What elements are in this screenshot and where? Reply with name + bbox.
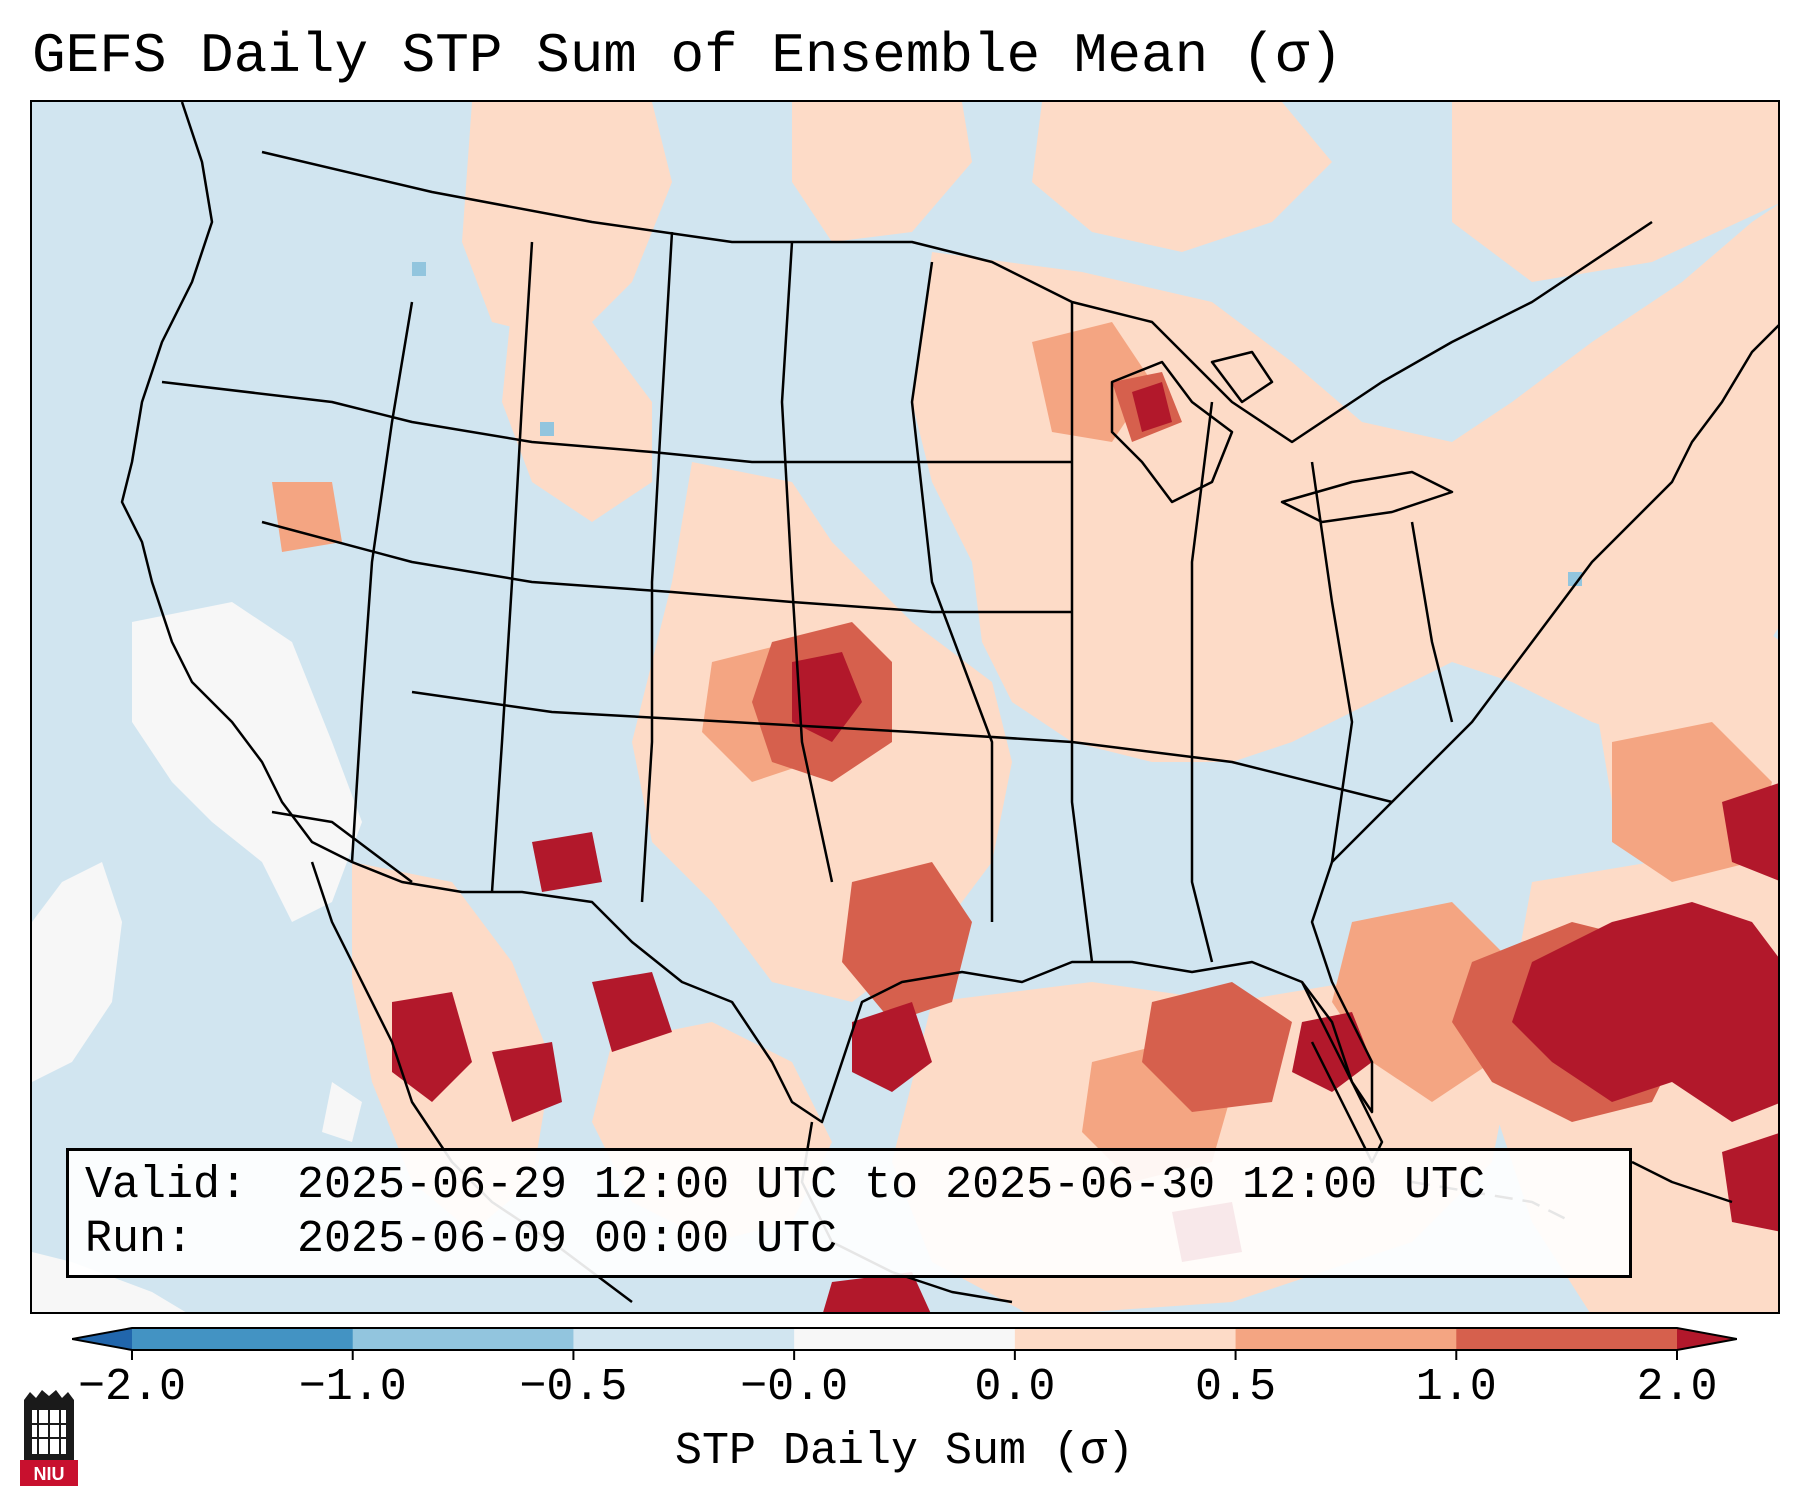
colorbar-bin	[573, 1328, 795, 1350]
light-blue-specks	[412, 262, 1582, 586]
colorbar-bar	[72, 1327, 1737, 1360]
valid-row: Valid: 2025-06-29 12:00 UTC to 2025-06-3…	[85, 1159, 1613, 1213]
colorbar-tick-label: −1.0	[298, 1362, 407, 1413]
colorbar-bin	[1014, 1328, 1237, 1350]
chart-title: GEFS Daily STP Sum of Ensemble Mean (σ)	[32, 24, 1343, 88]
dark-red-regions	[392, 382, 1778, 1312]
valid-value: 2025-06-29 12:00 UTC to 2025-06-30 12:00…	[297, 1160, 1486, 1211]
colorbar-under-arrow	[72, 1328, 132, 1350]
colorbar-bin	[1235, 1328, 1457, 1350]
colorbar-tick-label: 0.0	[974, 1362, 1056, 1413]
colorbar-bin	[132, 1328, 354, 1350]
run-label: Run:	[85, 1214, 194, 1265]
colorbar: −2.0 −1.0 −0.5 −0.0 0.0 0.5 1.0 2.0 STP Daily S…	[72, 1320, 1737, 1477]
colorbar-bin	[352, 1328, 574, 1350]
colorbar-over-arrow	[1677, 1328, 1737, 1350]
colorbar-tick-label: 2.0	[1636, 1362, 1718, 1413]
colorbar-bin	[1456, 1328, 1678, 1350]
svg-text:NIU: NIU	[34, 1464, 65, 1484]
colorbar-tick-label: −2.0	[77, 1362, 187, 1413]
valid-run-box: Valid: 2025-06-29 12:00 UTC to 2025-06-3…	[66, 1148, 1632, 1278]
colorbar-tick-label: 1.0	[1415, 1362, 1497, 1413]
medium-orange-regions	[272, 322, 1772, 1182]
valid-label: Valid:	[85, 1160, 248, 1211]
colorbar-label: STP Daily Sum (σ)	[674, 1426, 1135, 1477]
run-value: 2025-06-09 00:00 UTC	[297, 1214, 838, 1265]
colorbar-tick-label: −0.5	[519, 1362, 628, 1413]
colorbar-tick-label: 0.5	[1195, 1362, 1277, 1413]
run-row: Run: 2025-06-09 00:00 UTC	[85, 1213, 1613, 1267]
map-canvas	[32, 102, 1778, 1312]
colorbar-tick-label: −0.0	[740, 1362, 849, 1413]
colorbar-bin	[794, 1328, 1016, 1350]
map-panel[interactable]	[30, 100, 1780, 1314]
niu-logo: NIU	[20, 1390, 78, 1486]
